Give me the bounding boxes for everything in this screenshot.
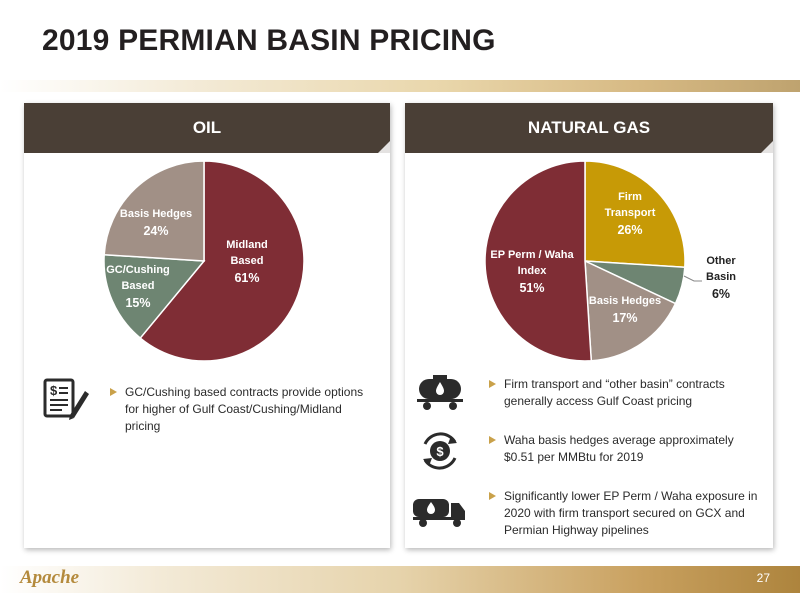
dollar-cycle-icon: $ xyxy=(417,428,463,479)
gas-slice-label-0: Firm Transport 26% xyxy=(605,191,656,237)
page-title: 2019 PERMIAN BASIN PRICING xyxy=(42,24,496,57)
oil-panel-header: OIL xyxy=(24,103,390,153)
gas-bullet-text: Significantly lower EP Perm / Waha expos… xyxy=(504,489,758,537)
header-corner-decoration xyxy=(378,141,390,153)
apache-logo: Apache xyxy=(20,567,80,588)
oil-slice-label-0: Midland Based 61% xyxy=(226,239,268,285)
oil-slice-name-1-0: GC/Cushing xyxy=(106,264,170,276)
header-corner-decoration xyxy=(761,141,773,153)
other-basin-leader-line xyxy=(683,275,702,282)
oil-slice-pct-1: 15% xyxy=(125,296,150,310)
oil-slice-label-2: Basis Hedges 24% xyxy=(120,208,192,238)
gas-bullet-1: Firm transport and “other basin” contrac… xyxy=(489,376,761,410)
oil-slice-1 xyxy=(103,253,206,340)
title-underline-bar xyxy=(0,80,800,92)
tanker-railcar-icon xyxy=(415,373,465,418)
gas-slice-label-3: EP Perm / Waha Index 51% xyxy=(490,249,574,295)
tanker-truck-icon xyxy=(411,493,467,534)
gas-slice-name-1-0: Other xyxy=(706,255,736,267)
page-number: 27 xyxy=(756,571,770,585)
oil-slice-label-1: GC/Cushing Based 15% xyxy=(106,264,170,310)
gas-slice-0 xyxy=(584,160,686,269)
bullet-arrow-icon xyxy=(489,492,496,500)
bullet-arrow-icon xyxy=(489,436,496,444)
oil-slice-0 xyxy=(139,160,305,362)
contract-icon: $ xyxy=(42,377,92,428)
gas-slice-pct-3: 51% xyxy=(519,281,544,295)
oil-slice-2 xyxy=(103,160,205,262)
natural-gas-panel: NATURAL GAS Firm Transport 26% Other Basin 6%… xyxy=(405,103,773,548)
oil-slice-name-0-1: Based xyxy=(230,255,263,267)
gas-bullet-3: Significantly lower EP Perm / Waha expos… xyxy=(489,488,769,539)
oil-panel: OIL Midland Based 61% GC/Cushing Based 15% Bas… xyxy=(24,103,390,548)
oil-bullet-1: GC/Cushing based contracts provide optio… xyxy=(110,384,372,435)
gas-bullet-2: Waha basis hedges average approximately … xyxy=(489,432,761,466)
gas-slice-name-0-0: Firm xyxy=(618,191,642,203)
oil-bullet-text: GC/Cushing based contracts provide optio… xyxy=(125,385,364,433)
gas-slice-label-1: Other Basin 6% xyxy=(706,255,736,301)
gas-slice-pct-0: 26% xyxy=(617,223,642,237)
gas-slice-3 xyxy=(484,160,593,362)
gas-slice-pct-1: 6% xyxy=(712,287,730,301)
svg-text:$: $ xyxy=(50,383,58,398)
gas-slice-name-3-1: Index xyxy=(518,265,548,277)
gas-slice-name-2-0: Basis Hedges xyxy=(589,295,661,307)
bullet-arrow-icon xyxy=(110,388,117,396)
oil-slice-pct-0: 61% xyxy=(234,271,259,285)
bullet-arrow-icon xyxy=(489,380,496,388)
gas-slice-pct-2: 17% xyxy=(612,311,637,325)
gas-bullet-text: Firm transport and “other basin” contrac… xyxy=(504,377,725,408)
svg-text:$: $ xyxy=(436,444,444,459)
oil-slice-name-1-1: Based xyxy=(121,280,154,292)
oil-slice-pct-2: 24% xyxy=(143,224,168,238)
gas-pie-chart: Firm Transport 26% Other Basin 6% Basis Hedges… xyxy=(484,160,736,362)
footer-bar xyxy=(0,566,800,593)
oil-slice-name-2-0: Basis Hedges xyxy=(120,208,192,220)
gas-panel-header: NATURAL GAS xyxy=(405,103,773,153)
gas-header-label: NATURAL GAS xyxy=(527,118,651,137)
gas-slice-label-2: Basis Hedges 17% xyxy=(589,295,661,325)
oil-header-label: OIL xyxy=(192,118,222,137)
gas-slice-name-0-1: Transport xyxy=(605,207,656,219)
gas-slice-name-3-0: EP Perm / Waha xyxy=(490,249,574,261)
oil-slice-name-0-0: Midland xyxy=(226,239,268,251)
oil-pie-chart: Midland Based 61% GC/Cushing Based 15% Basis H… xyxy=(103,160,305,362)
gas-slice-2 xyxy=(584,259,677,362)
gas-bullet-text: Waha basis hedges average approximately … xyxy=(504,433,734,464)
gas-slice-name-1-1: Basin xyxy=(706,271,736,283)
